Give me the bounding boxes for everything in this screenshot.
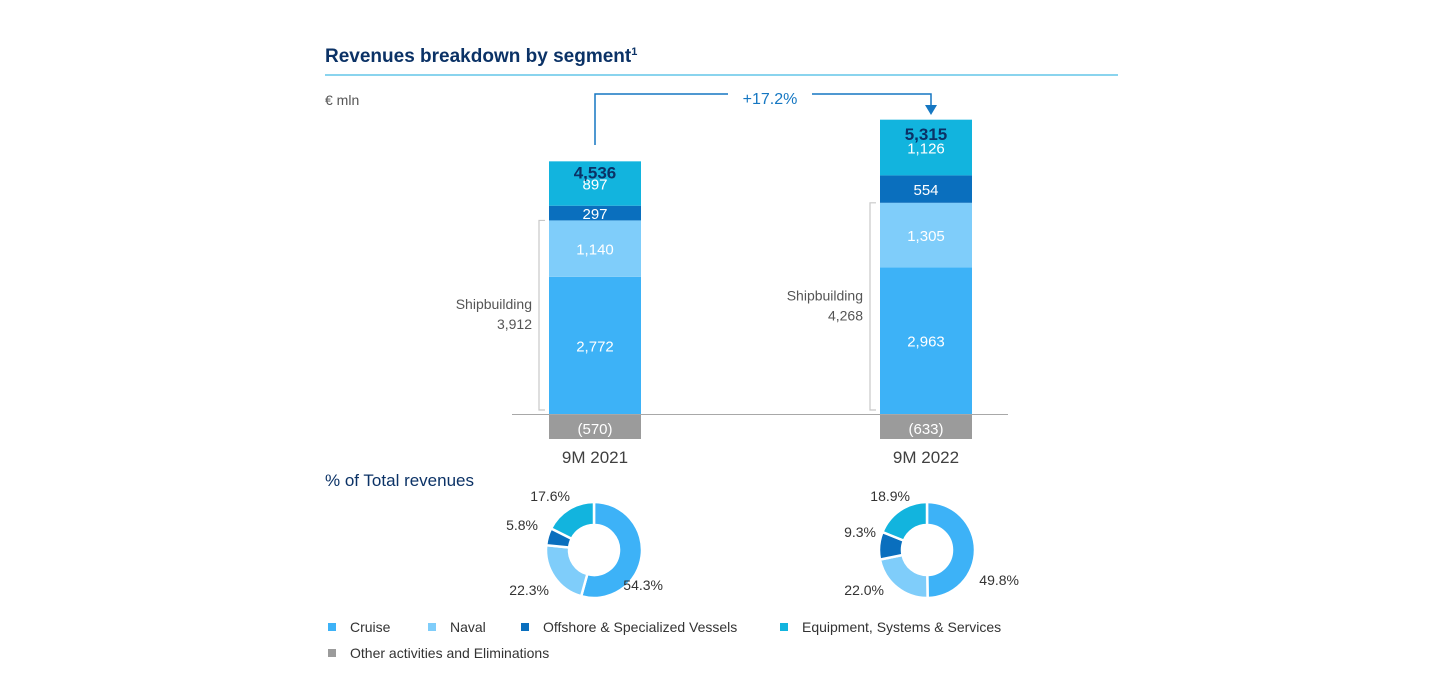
bar-cruise-9m-2021 [549, 276, 641, 414]
donut-section-title: % of Total revenues [325, 471, 474, 490]
legend-label-other-activities-and-eliminations: Other activities and Eliminations [350, 645, 549, 661]
bar-other-activities-9m-2021 [549, 415, 641, 439]
chart-title-footnote: 1 [631, 46, 637, 58]
donut-label-offshore-specialized-vessels-9m-2021: 5.8% [506, 517, 538, 533]
donut-charts: 54.3% 22.3% 5.8% 17.6% 49.8% 22.0% 9.3% 18.9% [506, 488, 1019, 600]
growth-label: +17.2% [743, 91, 798, 108]
total-label-9m-2022: 5,315 [905, 125, 948, 144]
donut-slice-equipment-systems-services-9m-2021 [549, 500, 596, 541]
donut-label-equipment-systems-services-9m-2022: 18.9% [870, 488, 910, 504]
bar-label-cruise-9m-2022: 2,963 [907, 334, 945, 351]
bar-offshore-specialized-vessels-9m-2022 [880, 175, 972, 203]
shipbuilding-bracket-9m-2021 [538, 219, 545, 411]
donut-label-equipment-systems-services-9m-2021: 17.6% [530, 488, 570, 504]
bar-label-offshore-specialized-vessels-9m-2022: 554 [913, 182, 938, 199]
category-label-9m-2021: 9M 2021 [562, 448, 628, 467]
donut-slice-cruise-9m-2022 [925, 500, 977, 600]
chart-title-text: Revenues breakdown by segment [325, 46, 632, 67]
shipbuilding-bracket-9m-2022 [869, 202, 876, 411]
donut-slice-equipment-systems-services-9m-2022 [880, 500, 929, 543]
bar-label-other-activities-9m-2022: (633) [908, 421, 943, 438]
legend-label-equipment-systems-services: Equipment, Systems & Services [802, 619, 1001, 635]
bar-other-activities-9m-2022 [880, 415, 972, 439]
legend-label-naval: Naval [450, 619, 486, 635]
shipbuilding-value-9m-2021: 3,912 [497, 316, 532, 332]
bar-cruise-9m-2022 [880, 267, 972, 414]
unit-label: € mln [325, 92, 359, 108]
bar-label-naval-9m-2021: 1,140 [576, 242, 614, 259]
bar-label-cruise-9m-2021: 2,772 [576, 338, 614, 355]
category-label-9m-2022: 9M 2022 [893, 448, 959, 467]
growth-arrow-right-line [812, 93, 932, 107]
bar-naval-9m-2022 [880, 202, 972, 268]
chart-title: Revenues breakdown by segment1 [325, 46, 637, 67]
donut-label-offshore-specialized-vessels-9m-2022: 9.3% [844, 524, 876, 540]
bar-naval-9m-2021 [549, 220, 641, 277]
donut-slice-cruise-9m-2021 [579, 500, 644, 600]
legend-swatch-equipment-systems-services [780, 623, 788, 631]
legend-swatch-other-activities-and-eliminations [328, 649, 336, 657]
bar-chart: 2,772 1,140 297 897 (570) 4,536 9M 2021 Shipbui… [456, 119, 972, 467]
bar-label-other-activities-9m-2021: (570) [577, 421, 612, 438]
legend-swatch-cruise [328, 623, 336, 631]
legend-swatch-naval [428, 623, 436, 631]
bar-label-equipment-systems-services-9m-2021: 897 [582, 177, 607, 194]
legend-label-cruise: Cruise [350, 619, 391, 635]
legend-swatch-offshore-specialized-vessels [521, 623, 529, 631]
growth-arrowhead-icon [925, 105, 937, 115]
shipbuilding-label-9m-2022: Shipbuilding [787, 287, 863, 303]
legend: Cruise Naval Offshore & Specialized Vessel… [328, 619, 1001, 661]
bar-label-offshore-specialized-vessels-9m-2021: 297 [582, 206, 607, 223]
donut-label-naval-9m-2022: 22.0% [844, 582, 884, 598]
bar-label-naval-9m-2022: 1,305 [907, 228, 945, 245]
bar-equipment-systems-services-9m-2021 [549, 161, 641, 206]
bar-label-equipment-systems-services-9m-2022: 1,126 [907, 141, 945, 158]
growth-arrow-left-line [594, 93, 728, 145]
donut-label-naval-9m-2021: 22.3% [509, 582, 549, 598]
bar-equipment-systems-services-9m-2022 [880, 119, 972, 176]
bar-offshore-specialized-vessels-9m-2021 [549, 205, 641, 221]
donut-label-cruise-9m-2021: 54.3% [623, 577, 663, 593]
total-label-9m-2021: 4,536 [574, 164, 617, 183]
donut-label-cruise-9m-2022: 49.8% [979, 572, 1019, 588]
shipbuilding-label-9m-2021: Shipbuilding [456, 296, 532, 312]
donut-slice-naval-9m-2022 [878, 553, 929, 600]
donut-slice-naval-9m-2021 [544, 543, 589, 598]
shipbuilding-value-9m-2022: 4,268 [828, 307, 863, 323]
legend-label-offshore-specialized-vessels: Offshore & Specialized Vessels [543, 619, 737, 635]
